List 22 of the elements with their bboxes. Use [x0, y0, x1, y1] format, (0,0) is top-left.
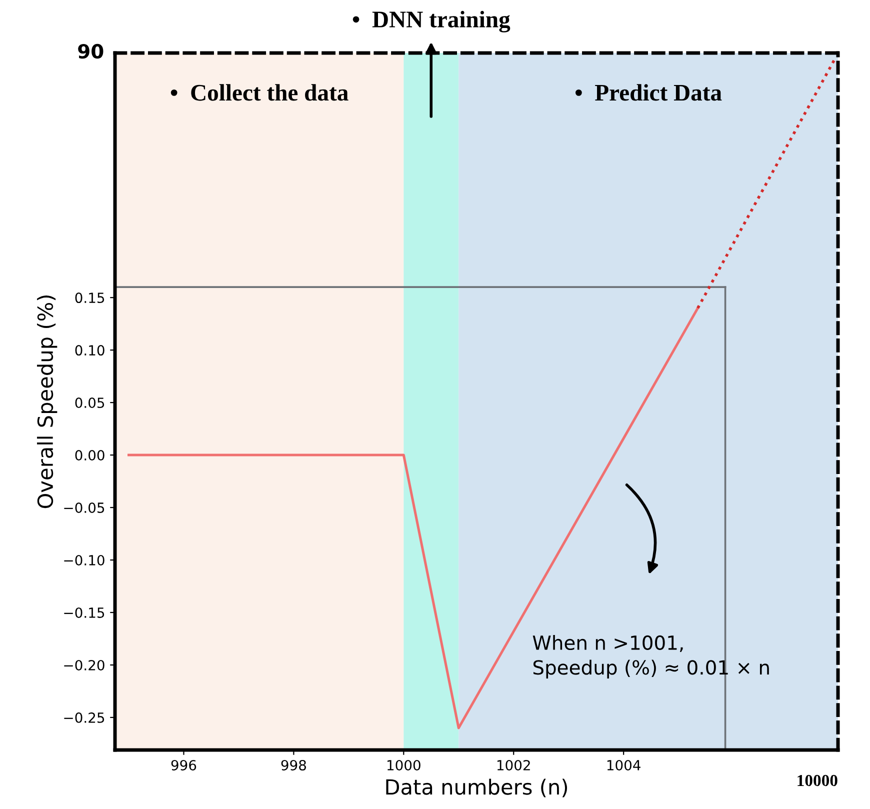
y-tick-label: −0.25: [64, 712, 104, 723]
x-tick-label: 1004: [607, 760, 640, 770]
text: 90: [78, 44, 104, 59]
y-tick-label: −0.05: [64, 502, 104, 513]
x-tick-label: 1002: [497, 760, 530, 770]
y-tick-label: 0.15: [75, 292, 104, 304]
y-axis-title: Overall Speedup (%): [36, 296, 58, 508]
band-label: • Predict Data: [575, 84, 722, 101]
x-tick-label: 996: [171, 760, 196, 770]
x-tick-label: 998: [281, 760, 306, 770]
x-tick-label: 1000: [388, 760, 420, 770]
y-tick-label: 0.00: [75, 450, 104, 461]
y-tick-label: 0.05: [75, 398, 104, 408]
y-tick-label: −0.20: [64, 660, 104, 670]
text: 10000: [798, 774, 838, 786]
y-tick-label: 0.10: [75, 345, 104, 356]
x-axis-title: Data numbers (n): [386, 778, 568, 798]
y-tick-label: −0.10: [64, 554, 104, 566]
band-label: • Collect the data: [170, 84, 348, 101]
band-label: • DNN training: [352, 10, 510, 32]
y-tick-label: −0.15: [64, 607, 104, 618]
annotation: When n >1001, Speedup (%) ≈ 0.01 × n: [532, 634, 769, 679]
